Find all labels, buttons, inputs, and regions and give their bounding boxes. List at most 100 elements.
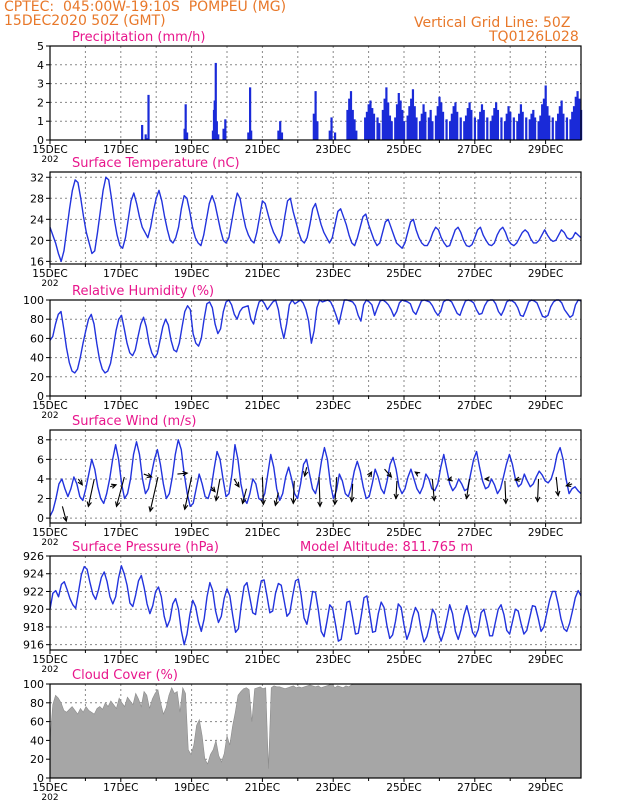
precip-bar xyxy=(555,121,558,140)
precip-bar xyxy=(482,109,485,140)
precip-bar xyxy=(565,117,569,140)
precip-bar xyxy=(397,93,400,140)
precip-bar xyxy=(532,109,535,140)
precip-bar xyxy=(569,119,572,140)
wind-xtick-label: 21DEC xyxy=(245,527,280,539)
temp-ytick-label: 20 xyxy=(30,234,44,247)
header-model-id: TQ0126L028 xyxy=(489,29,579,45)
rh-xtick-label: 19DEC xyxy=(174,400,209,412)
precip-bar xyxy=(365,111,369,140)
pres-xtick-label: 21DEC xyxy=(245,654,280,666)
wind-arrow xyxy=(177,472,188,475)
precip-bar xyxy=(424,111,427,140)
precip-bar xyxy=(528,119,531,140)
cloud-cover-area xyxy=(49,683,582,779)
precip-bar xyxy=(509,111,512,140)
pres-subtitle: Model Altitude: 811.765 m xyxy=(300,540,473,555)
precip-bar xyxy=(369,100,372,140)
precip-bar xyxy=(376,117,379,140)
precip-bar xyxy=(542,98,546,140)
precip-bar xyxy=(546,106,549,140)
precip-bar xyxy=(544,85,547,140)
wind-arrowhead xyxy=(386,472,393,478)
wind-arrowhead xyxy=(260,499,266,506)
wind-arrowhead xyxy=(446,476,453,482)
precip-bar xyxy=(395,104,399,140)
precip-bar xyxy=(367,104,370,140)
precip-bar xyxy=(521,111,524,140)
precip-bar xyxy=(372,113,376,140)
wind-arrowhead xyxy=(62,516,68,523)
wind-arrow xyxy=(466,478,471,499)
wind-ytick-label: 4 xyxy=(37,473,44,486)
cloud-xtick-label: 27DEC xyxy=(457,782,492,794)
precip-bar xyxy=(470,109,473,140)
temp-xtick-label: 17DEC xyxy=(103,268,138,280)
wind-arrow xyxy=(87,478,95,507)
precip-bar xyxy=(224,119,227,140)
precip-bar xyxy=(473,117,476,140)
precip-bar xyxy=(217,134,220,140)
wind-frame xyxy=(49,429,582,524)
rh-ytick-label: 20 xyxy=(30,371,44,384)
wind-arrowhead xyxy=(290,498,297,505)
precip-bar xyxy=(572,106,576,140)
wind-arrow xyxy=(261,476,264,505)
precip-bar xyxy=(222,128,225,140)
cloud-xtick-label: 19DEC xyxy=(174,782,209,794)
precip-bar xyxy=(353,119,356,140)
precip-bar xyxy=(410,98,413,140)
precip-bar xyxy=(493,108,496,140)
cloud-title: Cloud Cover (%) xyxy=(72,668,178,683)
precip-bar xyxy=(558,106,561,140)
precip-bar xyxy=(438,96,441,140)
wind-arrow xyxy=(143,473,152,478)
cloud-xtick-label: 15DEC xyxy=(32,782,67,794)
pres-title: Surface Pressure (hPa) xyxy=(72,540,219,555)
pres-year-label: 202 xyxy=(41,665,58,675)
precip-bar xyxy=(436,106,439,140)
wind-arrowhead xyxy=(182,470,189,477)
wind-year-label: 202 xyxy=(41,538,58,548)
wind-xtick-label: 23DEC xyxy=(315,527,350,539)
wind-ytick-label: 6 xyxy=(37,453,44,466)
precip-bar xyxy=(530,113,533,140)
wind-arrowhead xyxy=(241,498,247,505)
precip-bar xyxy=(144,134,147,140)
pres-ytick-label: 922 xyxy=(23,585,44,598)
precip-bar xyxy=(449,121,452,140)
cloud-ytick-label: 20 xyxy=(30,753,44,766)
wind-arrowhead xyxy=(565,481,572,487)
precip-bar xyxy=(450,113,453,140)
pres-xtick-label: 15DEC xyxy=(32,654,67,666)
precip-bar xyxy=(351,109,354,140)
wind-arrowhead xyxy=(115,501,121,508)
precip-ytick-label: 4 xyxy=(37,59,44,72)
cloud-ytick-label: 100 xyxy=(23,678,44,691)
precip-bar xyxy=(548,115,551,140)
cloud-xtick-label: 29DEC xyxy=(528,782,563,794)
temp-year-label: 202 xyxy=(41,279,58,289)
temp-xtick-label: 29DEC xyxy=(528,268,563,280)
rh-ytick-label: 0 xyxy=(37,390,44,403)
rh-xtick-label: 15DEC xyxy=(32,400,67,412)
precip-bar xyxy=(452,106,455,140)
pres-ytick-label: 918 xyxy=(23,621,44,634)
temp-series-line xyxy=(49,176,582,263)
precip-bar xyxy=(277,130,280,140)
temp-xtick-label: 25DEC xyxy=(386,268,421,280)
wind-arrowhead xyxy=(535,496,541,503)
wind-arrowhead xyxy=(483,476,490,482)
precip-bar xyxy=(434,115,438,140)
precip-bar xyxy=(468,102,471,140)
wind-ytick-label: 2 xyxy=(37,493,44,506)
wind-arrow xyxy=(395,480,398,499)
precip-bar xyxy=(541,104,544,140)
wind-arrowhead xyxy=(148,506,154,513)
rh-panel: 0 20 40 60 80 100 15DEC 17DEC 19DEC 21DEC 23DEC 25D… xyxy=(23,284,582,421)
precip-xtick-label: 15DEC xyxy=(32,144,67,156)
precip-bar xyxy=(249,87,252,140)
precip-bar xyxy=(280,132,284,140)
pres-ytick-label: 920 xyxy=(23,603,44,616)
